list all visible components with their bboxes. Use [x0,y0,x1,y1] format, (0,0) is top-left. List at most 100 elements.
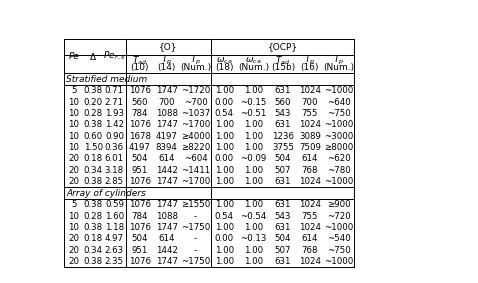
Text: 1.00: 1.00 [215,143,234,152]
Text: 0.38: 0.38 [84,257,103,266]
Text: 951: 951 [131,166,148,175]
Text: 10: 10 [68,109,79,118]
Text: 3755: 3755 [272,143,294,152]
Text: $\omega_{ca}$: $\omega_{ca}$ [245,55,262,66]
Text: $T_{ad}$: $T_{ad}$ [275,54,291,67]
Text: 543: 543 [275,212,291,221]
Text: $T_p$: $T_p$ [333,54,345,67]
Text: 1.00: 1.00 [215,86,234,95]
Text: 0.90: 0.90 [105,132,124,141]
Text: 7509: 7509 [299,143,321,152]
Text: 0.34: 0.34 [84,246,103,255]
Text: 20: 20 [68,257,79,266]
Text: (Num.): (Num.) [180,63,211,72]
Text: 20: 20 [68,234,79,243]
Text: 614: 614 [302,234,318,243]
Text: 1.18: 1.18 [105,223,124,232]
Text: 631: 631 [275,86,291,95]
Text: 1.50: 1.50 [84,143,103,152]
Text: 1024: 1024 [299,86,321,95]
Text: 1.00: 1.00 [244,257,263,266]
Text: 560: 560 [131,98,148,107]
Text: 1.00: 1.00 [215,246,234,255]
Text: 614: 614 [158,234,175,243]
Text: 0.28: 0.28 [84,109,103,118]
Text: 0.00: 0.00 [215,98,234,107]
Text: 631: 631 [275,223,291,232]
Text: ~1700: ~1700 [181,177,210,186]
Text: 4197: 4197 [129,143,151,152]
Text: ~750: ~750 [327,109,351,118]
Text: 1747: 1747 [156,223,178,232]
Text: 8394: 8394 [156,143,177,152]
Text: 504: 504 [275,234,291,243]
Text: 1442: 1442 [156,246,178,255]
Text: $T_p$: $T_p$ [304,54,315,67]
Text: 10: 10 [68,120,79,129]
Text: 5: 5 [71,86,76,95]
Text: 1076: 1076 [129,177,151,186]
Text: 20: 20 [68,177,79,186]
Text: 0.18: 0.18 [84,154,103,163]
Text: (10): (10) [130,63,149,72]
Text: (Num.): (Num.) [323,63,355,72]
Text: 1.00: 1.00 [215,132,234,141]
Text: (Num.): (Num.) [238,63,269,72]
Text: ~604: ~604 [184,154,207,163]
Text: 0.59: 0.59 [105,200,124,209]
Text: $\Delta$: $\Delta$ [89,51,97,62]
Text: 543: 543 [275,109,291,118]
Text: 6.01: 6.01 [105,154,124,163]
Text: 0.28: 0.28 [84,212,103,221]
Text: 1024: 1024 [299,120,321,129]
Text: 784: 784 [131,212,148,221]
Text: 0.38: 0.38 [84,120,103,129]
Text: 2.71: 2.71 [105,98,124,107]
Text: 1.00: 1.00 [244,143,263,152]
Text: -: - [194,212,197,221]
Text: 1678: 1678 [129,132,151,141]
Text: ~0.54: ~0.54 [240,212,267,221]
Text: 10: 10 [68,132,79,141]
Text: 1.00: 1.00 [215,120,234,129]
Text: 755: 755 [302,212,318,221]
Text: 1747: 1747 [156,257,178,266]
Text: ~1000: ~1000 [324,120,354,129]
Text: ~720: ~720 [327,212,351,221]
Text: ~750: ~750 [327,246,351,255]
Text: 1747: 1747 [156,86,178,95]
Text: 631: 631 [275,257,291,266]
Text: 1.00: 1.00 [244,86,263,95]
Text: 504: 504 [131,234,148,243]
Text: 0.00: 0.00 [215,234,234,243]
Text: (14): (14) [157,63,176,72]
Text: 1024: 1024 [299,177,321,186]
Text: 1.00: 1.00 [244,132,263,141]
Text: (16): (16) [301,63,319,72]
Text: (18): (18) [215,63,234,72]
Text: 1747: 1747 [156,177,178,186]
Text: 0.38: 0.38 [84,86,103,95]
Text: ≥1550: ≥1550 [181,200,210,209]
Text: 0.36: 0.36 [105,143,124,152]
Text: 560: 560 [275,98,291,107]
Text: 1.00: 1.00 [215,166,234,175]
Text: 20: 20 [68,166,79,175]
Text: ~780: ~780 [327,166,351,175]
Text: ~0.15: ~0.15 [240,98,267,107]
Text: 20: 20 [68,154,79,163]
Text: 1.00: 1.00 [244,246,263,255]
Text: 1747: 1747 [156,200,178,209]
Text: 1.00: 1.00 [244,200,263,209]
Text: ≥8000: ≥8000 [324,143,354,152]
Text: ≥4000: ≥4000 [181,132,210,141]
Text: 614: 614 [158,154,175,163]
Text: 1024: 1024 [299,223,321,232]
Text: 507: 507 [275,166,291,175]
Text: Stratified medium: Stratified medium [66,75,147,84]
Text: 504: 504 [131,154,148,163]
Text: ~1720: ~1720 [181,86,210,95]
Text: $T_p$: $T_p$ [190,54,201,67]
Text: 1088: 1088 [156,212,178,221]
Text: 10: 10 [68,143,79,152]
